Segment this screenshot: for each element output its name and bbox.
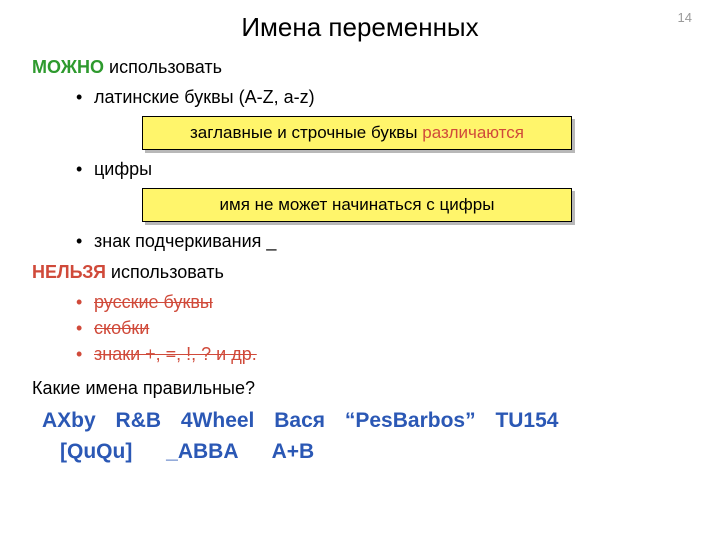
allowed-heading-strong: МОЖНО (32, 57, 104, 77)
examples-line-1: AXby R&B 4Wheel Вася “PesBarbos” TU154 (42, 405, 688, 437)
forbidden-item: русские буквы (76, 289, 688, 315)
forbidden-list: русские буквы скобки знаки +, =, !, ? и … (32, 289, 688, 367)
allowed-heading: МОЖНО использовать (32, 57, 688, 78)
example-name: _ABBA (166, 440, 238, 463)
example-name: TU154 (495, 409, 558, 432)
note-case-wrap: заглавные и строчные буквы различаются (142, 116, 688, 150)
forbidden-item: скобки (76, 315, 688, 341)
example-name: A+B (272, 440, 315, 463)
note-case: заглавные и строчные буквы различаются (142, 116, 572, 150)
examples-block: AXby R&B 4Wheel Вася “PesBarbos” TU154 [… (32, 405, 688, 468)
example-name: 4Wheel (181, 409, 255, 432)
allowed-item: знак подчеркивания _ (76, 228, 688, 254)
forbidden-heading-strong: НЕЛЬЗЯ (32, 262, 106, 282)
example-name: “PesBarbos” (345, 409, 476, 432)
allowed-list: латинские буквы (A-Z, a-z) (32, 84, 688, 110)
slide-title: Имена переменных (32, 12, 688, 43)
allowed-list: цифры (32, 156, 688, 182)
page-number: 14 (678, 10, 692, 25)
example-name: Вася (274, 409, 325, 432)
allowed-item: цифры (76, 156, 688, 182)
example-name: [QuQu] (60, 440, 132, 463)
examples-line-2: [QuQu] _ABBA A+B (42, 436, 688, 468)
forbidden-heading-rest: использовать (106, 262, 224, 282)
example-name: R&B (116, 409, 162, 432)
forbidden-item: знаки +, =, !, ? и др. (76, 341, 688, 367)
note-digit-wrap: имя не может начинаться с цифры (142, 188, 688, 222)
forbidden-heading: НЕЛЬЗЯ использовать (32, 262, 688, 283)
note-digit: имя не может начинаться с цифры (142, 188, 572, 222)
allowed-list: знак подчеркивания _ (32, 228, 688, 254)
question-text: Какие имена правильные? (32, 378, 688, 399)
allowed-item: латинские буквы (A-Z, a-z) (76, 84, 688, 110)
note-case-prefix: заглавные и строчные буквы (190, 123, 422, 142)
allowed-heading-rest: использовать (104, 57, 222, 77)
example-name: AXby (42, 409, 96, 432)
note-case-highlight: различаются (422, 123, 524, 142)
